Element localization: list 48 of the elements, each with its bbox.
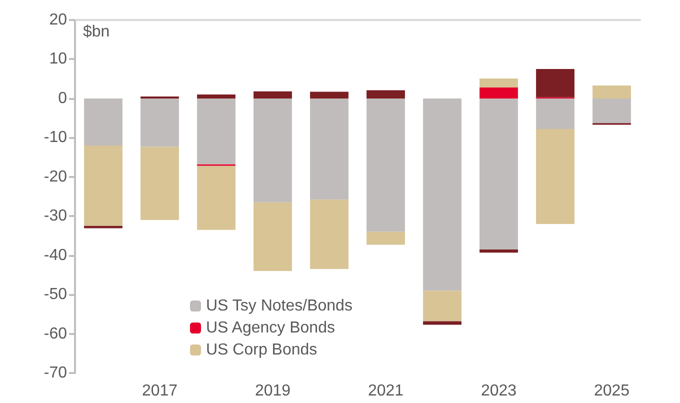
bar (140, 146, 179, 220)
bar (366, 98, 405, 232)
x-tick-label: 2023 (480, 382, 517, 400)
y-tick-label: 0 (58, 90, 68, 107)
bar (480, 249, 518, 253)
bar (536, 129, 574, 224)
legend-label: US Tsy Notes/Bonds (206, 298, 352, 314)
bar (423, 290, 462, 322)
bar (310, 98, 348, 200)
y-tick-label: 10 (49, 50, 68, 68)
bar (536, 69, 574, 98)
bar (366, 232, 405, 245)
bar (310, 92, 348, 98)
bar (84, 98, 122, 146)
x-tick-label: 2025 (594, 382, 630, 400)
bar (423, 98, 462, 291)
legend-label: US Corp Bonds (206, 342, 318, 358)
y-tick-label: -70 (44, 364, 68, 382)
bar (592, 98, 631, 124)
bar (592, 86, 631, 98)
y-tick-label: -30 (44, 208, 68, 225)
bar (254, 98, 292, 202)
x-tick-label: 2021 (368, 382, 404, 400)
bar (197, 94, 236, 98)
bar (197, 98, 236, 164)
bar (536, 98, 574, 130)
bar (197, 166, 236, 230)
x-tick-label: 2019 (254, 382, 291, 400)
y-tick-label: -10 (44, 129, 68, 146)
y-tick-label: -50 (44, 286, 68, 304)
bar (140, 98, 179, 147)
y-axis-title: $bn (83, 24, 110, 40)
bar (423, 321, 462, 325)
bar (84, 226, 122, 228)
bar (254, 91, 292, 98)
y-tick-label: -60 (44, 325, 68, 342)
x-tick-label: 2017 (142, 382, 178, 400)
y-tick-label: 20 (49, 12, 68, 28)
legend-label: US Agency Bonds (206, 320, 335, 336)
bar (310, 200, 348, 270)
bar (84, 146, 122, 226)
bar (366, 90, 405, 98)
bar (480, 78, 518, 88)
bar (254, 202, 292, 272)
y-tick-label: -20 (44, 168, 68, 186)
bar (480, 98, 518, 250)
bar (480, 87, 518, 98)
y-tick-label: -40 (44, 246, 68, 264)
